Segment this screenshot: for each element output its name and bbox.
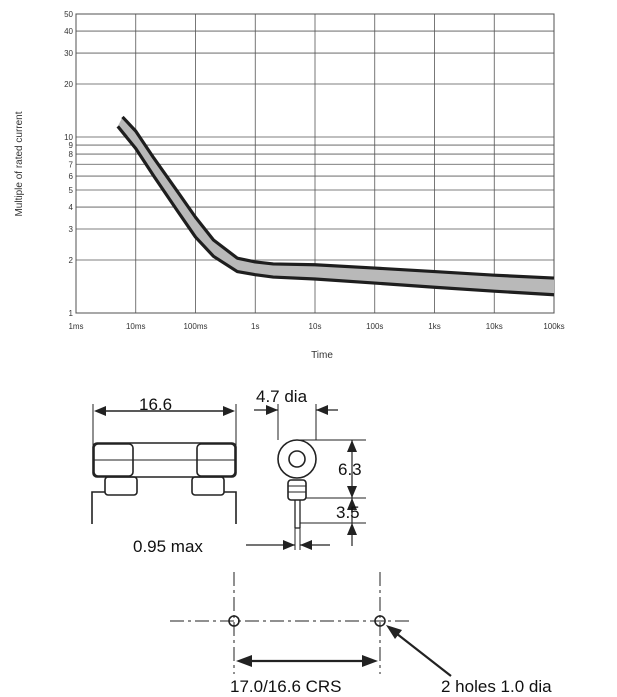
length-dimension-label: 16.6 [139,395,172,414]
height-dimension-label: 6.3 [338,460,362,479]
x-axis-label: Time [311,350,333,361]
fuse-side-view [91,404,237,524]
x-tick-label: 1ks [428,322,440,331]
y-tick-label: 20 [64,80,73,89]
fuse-time-current-chart: 1ms 10ms 100ms 1s 10s 100s 1ks 10ks 100ks 1 2 3 4 5 6… [14,10,565,361]
x-tick-label: 10ks [486,322,503,331]
y-tick-label: 10 [64,133,73,142]
y-tick-label: 4 [69,203,74,212]
x-tick-label: 1ms [68,322,83,331]
y-tick-label: 50 [64,10,73,19]
series-line-lower [116,125,555,297]
y-tick-label: 40 [64,27,73,36]
y-tick-label: 9 [69,141,74,150]
x-tick-label: 100ms [183,322,207,331]
y-tick-label: 8 [69,150,74,159]
x-tick-label: 10s [309,322,322,331]
x-axis-ticks: 1ms 10ms 100ms 1s 10s 100s 1ks 10ks 100ks [68,322,564,331]
y-tick-label: 30 [64,49,73,58]
x-tick-label: 100ks [543,322,564,331]
x-tick-label: 1s [251,322,259,331]
series-line-upper [121,115,555,280]
y-tick-label: 1 [69,309,74,318]
pcb-hole [374,615,386,627]
lead-length-dimension-label: 3.5 [336,503,360,522]
y-tick-label: 2 [69,256,74,265]
operating-band-fill [117,116,554,295]
fuse-dimension-drawing [91,404,452,677]
hole-size-label: 2 holes 1.0 dia [441,677,552,696]
pcb-hole [228,615,240,627]
y-tick-label: 7 [69,160,74,169]
x-tick-label: 10ms [126,322,146,331]
dimension-labels: 16.6 4.7 dia 6.3 3.5 0.95 max 17.0/16.6 … [133,387,552,696]
operating-band [116,115,555,297]
diameter-dimension-label: 4.7 dia [256,387,308,406]
lead-width-dimension-label: 0.95 max [133,537,203,556]
y-tick-label: 3 [69,225,74,234]
hole-spacing-label: 17.0/16.6 CRS [230,677,342,696]
y-tick-label: 5 [69,186,74,195]
fuse-end-view [246,404,366,550]
y-axis-label: Multiple of rated current [14,111,25,216]
y-tick-label: 6 [69,172,74,181]
pcb-hole-layout [170,572,452,677]
x-tick-label: 100s [366,322,383,331]
